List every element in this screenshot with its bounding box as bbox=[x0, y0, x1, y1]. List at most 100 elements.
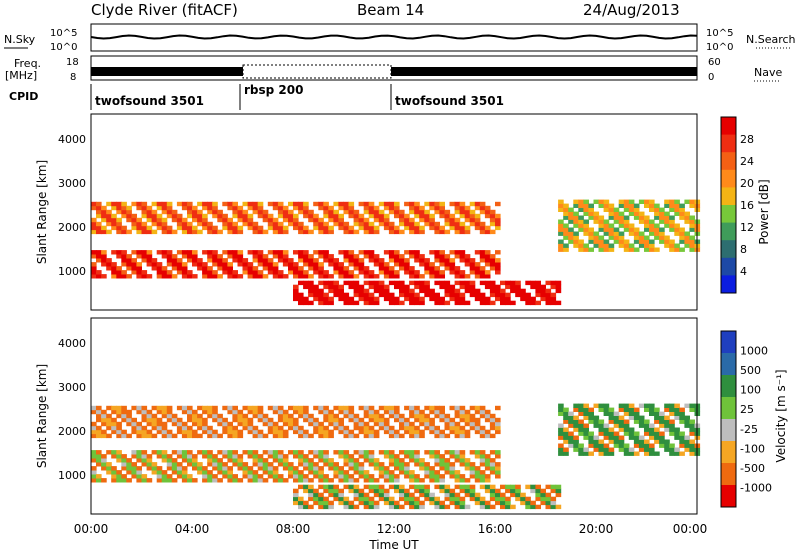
heatmap-cell bbox=[373, 504, 380, 510]
heatmap-cell bbox=[333, 405, 339, 411]
heatmap-cell bbox=[222, 462, 228, 467]
heatmap-cell bbox=[669, 199, 675, 204]
heatmap-cell bbox=[96, 462, 102, 467]
heatmap-cell bbox=[232, 258, 238, 263]
heatmap-cell bbox=[489, 213, 496, 219]
heatmap-cell bbox=[353, 288, 360, 294]
heatmap-cell bbox=[121, 409, 127, 415]
heatmap-cell bbox=[348, 413, 355, 419]
heatmap-cell bbox=[111, 454, 117, 459]
heatmap-cell bbox=[644, 403, 650, 408]
heatmap-cell bbox=[217, 470, 223, 475]
heatmap-cell bbox=[414, 504, 420, 510]
heatmap-cell bbox=[633, 431, 640, 436]
heatmap-cell bbox=[429, 270, 435, 275]
heatmap-cell bbox=[628, 223, 635, 228]
heatmap-cell bbox=[121, 458, 127, 463]
heatmap-cell bbox=[212, 458, 218, 463]
heatmap-cell bbox=[563, 439, 569, 444]
heatmap-cell bbox=[623, 423, 630, 428]
heatmap-cell bbox=[515, 496, 521, 502]
heatmap-cell bbox=[454, 405, 461, 411]
heatmap-cell bbox=[669, 407, 675, 412]
heatmap-cell bbox=[644, 247, 650, 252]
heatmap-cell bbox=[489, 229, 496, 235]
heatmap-cell bbox=[618, 223, 625, 228]
heatmap-cell bbox=[449, 296, 456, 302]
heatmap-cell bbox=[363, 209, 370, 215]
heatmap-cell bbox=[464, 462, 471, 467]
heatmap-cell bbox=[495, 258, 501, 263]
heatmap-cell bbox=[489, 288, 496, 294]
heatmap-cell bbox=[530, 284, 536, 290]
heatmap-cell bbox=[237, 429, 244, 435]
heatmap-cell bbox=[197, 229, 203, 235]
heatmap-cell bbox=[348, 433, 355, 439]
heatmap-cell bbox=[323, 484, 329, 490]
heatmap-cell bbox=[207, 433, 213, 439]
heatmap-cell bbox=[555, 488, 562, 494]
heatmap-cell bbox=[343, 409, 350, 415]
heatmap-cell bbox=[111, 417, 117, 423]
heatmap-cell bbox=[434, 433, 440, 439]
heatmap-cell bbox=[373, 229, 380, 235]
heatmap-cell bbox=[96, 474, 102, 479]
heatmap-cell bbox=[151, 425, 158, 431]
heatmap-cell bbox=[338, 262, 344, 267]
heatmap-cell bbox=[603, 203, 610, 208]
heatmap-cell bbox=[328, 488, 334, 494]
heatmap-cell bbox=[515, 288, 521, 294]
heatmap-cell bbox=[573, 439, 579, 444]
heatmap-cell bbox=[429, 250, 435, 255]
heatmap-cell bbox=[101, 258, 107, 263]
heatmap-cell bbox=[267, 266, 274, 271]
heatmap-cell bbox=[378, 413, 385, 419]
heatmap-cell bbox=[515, 280, 521, 286]
heatmap-cell bbox=[674, 247, 680, 252]
heatmap-cell bbox=[464, 409, 471, 415]
heatmap-cell bbox=[181, 466, 188, 471]
heatmap-cell bbox=[161, 250, 168, 255]
heatmap-cell bbox=[684, 435, 690, 440]
heatmap-cell bbox=[409, 229, 415, 235]
heatmap-cell bbox=[353, 421, 360, 427]
heatmap-cell bbox=[363, 274, 370, 279]
heatmap-cell bbox=[323, 500, 329, 506]
heatmap-cell bbox=[628, 403, 635, 408]
heatmap-cell bbox=[227, 421, 233, 427]
heatmap-cell bbox=[409, 478, 415, 483]
heatmap-cell bbox=[399, 425, 405, 431]
heatmap-cell bbox=[187, 213, 193, 219]
heatmap-cell bbox=[404, 500, 410, 506]
heatmap-cell bbox=[489, 504, 496, 510]
heatmap-cell bbox=[262, 213, 269, 219]
heatmap-cell bbox=[242, 221, 249, 227]
noise-sky-label: N.Sky bbox=[4, 33, 36, 46]
heatmap-cell bbox=[187, 274, 193, 279]
heatmap-cell bbox=[414, 488, 420, 494]
heatmap-cell bbox=[515, 292, 521, 298]
heatmap-cell bbox=[644, 407, 650, 412]
heatmap-cell bbox=[328, 300, 334, 306]
heatmap-cell bbox=[217, 274, 223, 279]
heatmap-cell bbox=[424, 470, 430, 475]
heatmap-cell bbox=[207, 454, 213, 459]
heatmap-cell bbox=[429, 274, 435, 279]
heatmap-cell bbox=[573, 419, 579, 424]
heatmap-cell bbox=[212, 254, 218, 259]
heatmap-cell bbox=[638, 199, 645, 204]
heatmap-cell bbox=[232, 409, 238, 415]
heatmap-cell bbox=[520, 500, 526, 506]
heatmap-cell bbox=[126, 470, 132, 475]
colorbar-swatch bbox=[721, 134, 736, 153]
heatmap-cell bbox=[654, 211, 660, 216]
heatmap-cell bbox=[388, 201, 395, 207]
heatmap-cell bbox=[550, 504, 557, 510]
heatmap-cell bbox=[525, 292, 531, 298]
heatmap-cell bbox=[404, 258, 410, 263]
heatmap-cell bbox=[545, 296, 552, 302]
heatmap-cell bbox=[495, 221, 501, 227]
heatmap-cell bbox=[664, 223, 670, 228]
heatmap-cell bbox=[166, 213, 173, 219]
heatmap-cell bbox=[116, 266, 122, 271]
